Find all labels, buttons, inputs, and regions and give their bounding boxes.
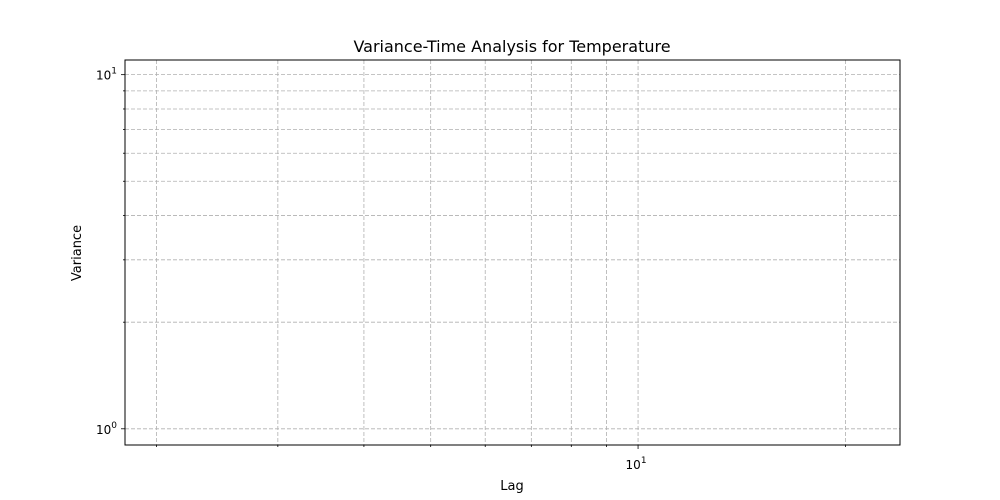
grid-layer	[125, 60, 900, 445]
x-tick-label: 101	[626, 456, 647, 472]
plot-frame	[124, 59, 901, 446]
chart-title: Variance-Time Analysis for Temperature	[353, 37, 670, 56]
y-tick-label: 101	[96, 67, 117, 83]
tick-layer: 101 100 101	[96, 67, 846, 472]
x-axis-label: Lag	[500, 479, 523, 494]
y-axis-label: Variance	[70, 225, 85, 281]
y-tick-label: 100	[96, 421, 117, 437]
